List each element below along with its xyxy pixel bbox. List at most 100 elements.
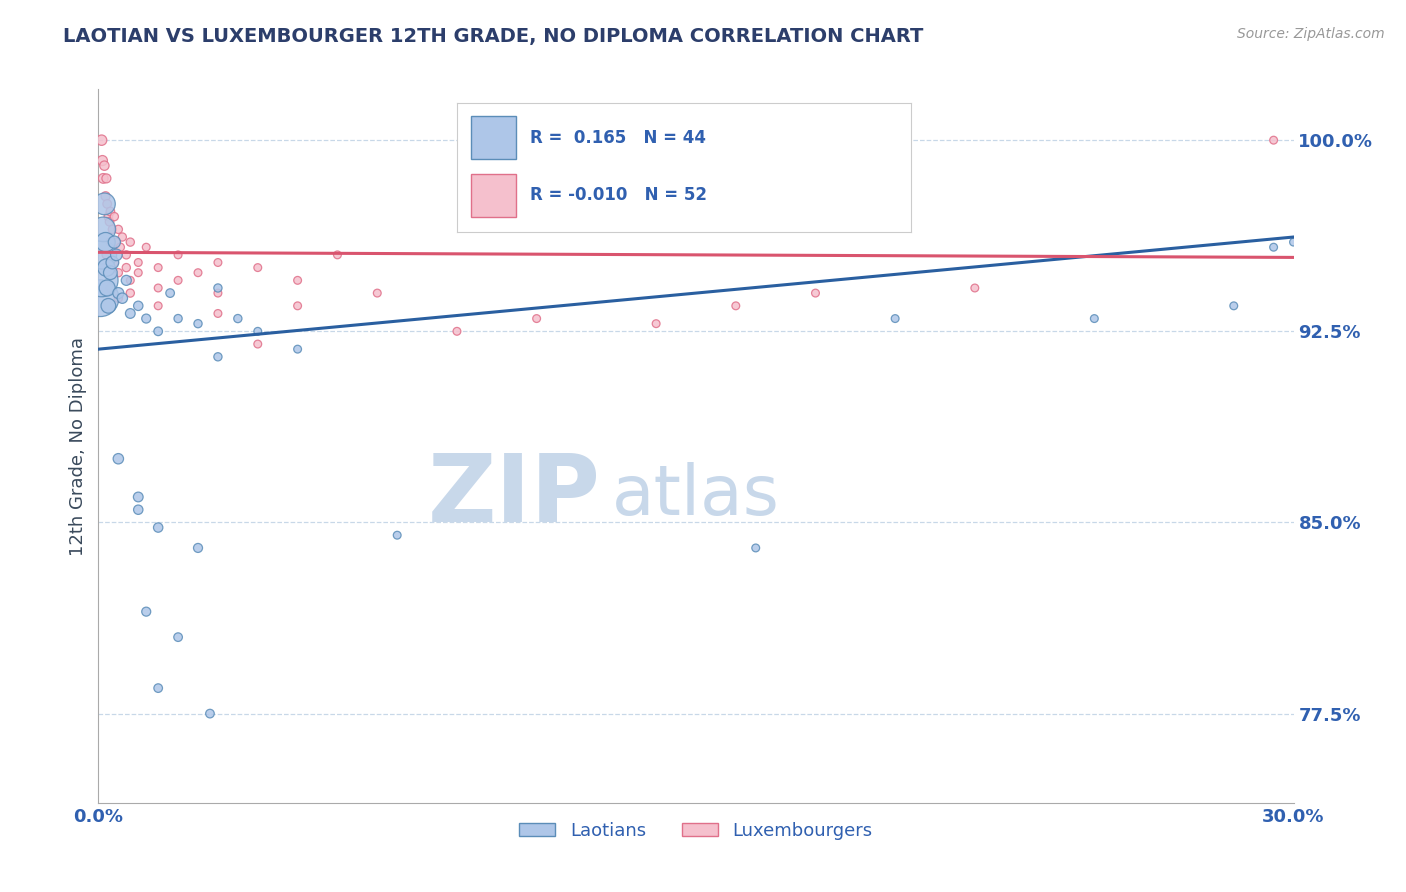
Point	[326, 248, 349, 262]
Y-axis label: 12th Grade, No Diploma: 12th Grade, No Diploma	[69, 336, 87, 556]
Point	[90, 133, 112, 147]
Point	[1263, 133, 1285, 147]
Point	[135, 311, 157, 326]
Point	[96, 197, 118, 211]
Point	[246, 337, 269, 351]
Point	[198, 706, 221, 721]
Point	[98, 266, 122, 280]
Point	[91, 153, 114, 168]
Point	[207, 255, 229, 269]
Point	[98, 215, 121, 229]
Point	[115, 260, 138, 275]
Point	[93, 197, 115, 211]
Point	[96, 248, 118, 262]
Point	[287, 342, 309, 356]
Point	[148, 281, 170, 295]
Text: atlas: atlas	[613, 462, 780, 530]
Point	[148, 260, 170, 275]
Point	[91, 171, 114, 186]
Point	[963, 281, 986, 295]
Point	[127, 490, 149, 504]
Point	[246, 324, 269, 338]
Point	[526, 311, 548, 326]
Point	[103, 210, 125, 224]
Point	[187, 266, 209, 280]
Point	[107, 291, 129, 305]
Point	[103, 235, 125, 249]
Point	[1083, 311, 1105, 326]
Point	[207, 281, 229, 295]
Point	[91, 222, 114, 236]
Point	[246, 260, 269, 275]
Point	[107, 451, 129, 466]
Point	[187, 541, 209, 555]
Point	[94, 235, 117, 249]
Point	[105, 235, 128, 249]
Point	[120, 286, 142, 301]
Point	[135, 605, 157, 619]
Point	[148, 681, 170, 695]
Point	[103, 255, 125, 269]
Point	[167, 248, 190, 262]
Point	[91, 248, 114, 262]
Point	[115, 273, 138, 287]
Point	[98, 281, 122, 295]
Point	[226, 311, 249, 326]
Point	[101, 222, 124, 236]
Point	[167, 630, 190, 644]
Point	[127, 299, 149, 313]
Point	[94, 189, 117, 203]
Point	[127, 255, 149, 269]
Point	[159, 286, 181, 301]
Point	[120, 273, 142, 287]
Point	[187, 317, 209, 331]
Text: ZIP: ZIP	[427, 450, 600, 542]
Point	[884, 311, 907, 326]
Point	[111, 230, 134, 244]
Text: LAOTIAN VS LUXEMBOURGER 12TH GRADE, NO DIPLOMA CORRELATION CHART: LAOTIAN VS LUXEMBOURGER 12TH GRADE, NO D…	[63, 27, 924, 45]
Point	[167, 311, 190, 326]
Point	[287, 273, 309, 287]
Point	[110, 240, 132, 254]
Point	[148, 520, 170, 534]
Point	[96, 281, 118, 295]
Point	[96, 171, 118, 186]
Point	[745, 541, 768, 555]
Legend: Laotians, Luxembourgers: Laotians, Luxembourgers	[512, 815, 880, 847]
Point	[120, 235, 142, 249]
Point	[127, 502, 149, 516]
Point	[96, 260, 118, 275]
Point	[98, 235, 122, 249]
Point	[148, 324, 170, 338]
Point	[804, 286, 827, 301]
Point	[207, 306, 229, 320]
Point	[97, 210, 120, 224]
Point	[105, 248, 128, 262]
Point	[1282, 235, 1305, 249]
Point	[1223, 299, 1246, 313]
Point	[101, 255, 124, 269]
Point	[120, 306, 142, 320]
Point	[93, 159, 115, 173]
Point	[385, 528, 409, 542]
Point	[1263, 240, 1285, 254]
Point	[111, 291, 134, 305]
Text: Source: ZipAtlas.com: Source: ZipAtlas.com	[1237, 27, 1385, 41]
Point	[207, 350, 229, 364]
Point	[167, 273, 190, 287]
Point	[148, 299, 170, 313]
Point	[97, 299, 120, 313]
Point	[207, 286, 229, 301]
Point	[127, 266, 149, 280]
Point	[107, 222, 129, 236]
Point	[115, 248, 138, 262]
Point	[446, 324, 468, 338]
Point	[90, 273, 112, 287]
Point	[724, 299, 747, 313]
Point	[89, 291, 111, 305]
Point	[107, 266, 129, 280]
Point	[135, 240, 157, 254]
Point	[98, 204, 122, 219]
Point	[107, 286, 129, 301]
Point	[366, 286, 388, 301]
